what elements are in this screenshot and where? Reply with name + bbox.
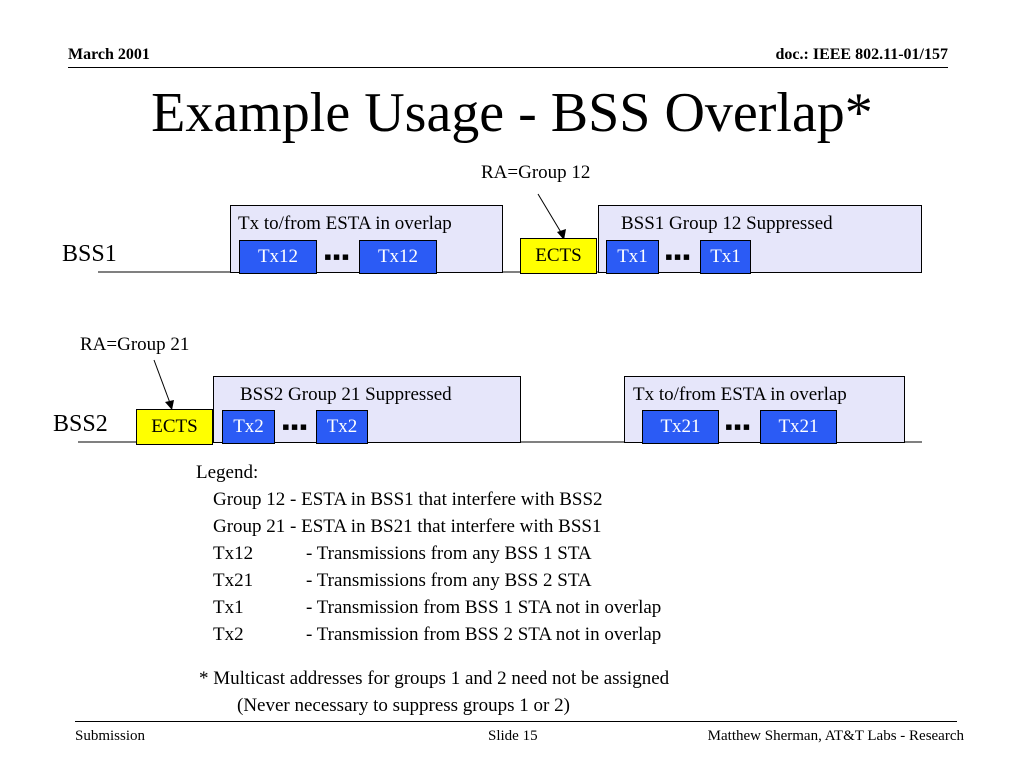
legend-desc-tx21: - Transmissions from any BSS 2 STA (306, 570, 592, 591)
legend-heading: Legend: (196, 462, 259, 483)
bss2-ects-frame: ECTS (136, 409, 213, 445)
bss1-overlap-box: Tx to/from ESTA in overlap Tx12 ▪▪▪ Tx12 (230, 205, 503, 274)
bss1-ects-frame: ECTS (520, 238, 597, 274)
bss1-ra-pointer (537, 193, 563, 235)
footer-rule (75, 721, 957, 722)
bss2-packet-tx21-b: Tx21 (760, 410, 837, 444)
legend-desc-tx2: - Transmission from BSS 2 STA not in ove… (306, 624, 662, 645)
bss1-overlap-ellipsis: ▪▪▪ (324, 244, 351, 269)
bss1-overlap-caption: Tx to/from ESTA in overlap (238, 213, 452, 234)
bss1-suppressed-ellipsis: ▪▪▪ (665, 244, 692, 269)
legend-group12: Group 12 - ESTA in BSS1 that interfere w… (213, 489, 603, 510)
bss2-suppressed-ellipsis: ▪▪▪ (282, 414, 309, 439)
header-date: March 2001 (68, 46, 150, 63)
legend-term-tx12: Tx12 (213, 543, 254, 564)
header-doc-id: doc.: IEEE 802.11-01/157 (775, 46, 948, 63)
bss2-packet-tx21-a: Tx21 (642, 410, 719, 444)
bss2-label: BSS2 (53, 411, 108, 437)
footnote-line2: (Never necessary to suppress groups 1 or… (237, 695, 570, 716)
bss1-ra-arrowhead (557, 229, 566, 240)
footer-submission: Submission (75, 728, 146, 744)
bss1-packet-tx1-a: Tx1 (606, 240, 659, 274)
footer-author: Matthew Sherman, AT&T Labs - Research (707, 728, 964, 744)
legend-term-tx1: Tx1 (213, 597, 244, 618)
header-rule (68, 67, 948, 68)
bss1-suppressed-caption: BSS1 Group 12 Suppressed (621, 213, 833, 234)
bss1-label: BSS1 (62, 241, 117, 267)
bss2-overlap-caption: Tx to/from ESTA in overlap (633, 384, 847, 405)
bss2-suppressed-caption: BSS2 Group 21 Suppressed (240, 384, 452, 405)
legend-term-tx21: Tx21 (213, 570, 254, 591)
bss2-overlap-box: Tx to/from ESTA in overlap Tx21 ▪▪▪ Tx21 (624, 376, 905, 444)
legend-group21: Group 21 - ESTA in BS21 that interfere w… (213, 516, 602, 537)
bss1-suppressed-box: BSS1 Group 12 Suppressed Tx1 ▪▪▪ Tx1 (598, 205, 922, 274)
bss2-suppressed-box: BSS2 Group 21 Suppressed Tx2 ▪▪▪ Tx2 (213, 376, 521, 444)
slide-title: Example Usage - BSS Overlap* (151, 82, 873, 144)
footer-slide-number: Slide 15 (488, 728, 538, 744)
bss1-packet-tx1-b: Tx1 (700, 240, 751, 274)
bss2-ra-pointer (153, 359, 171, 404)
bss2-overlap-ellipsis: ▪▪▪ (725, 414, 752, 439)
bss1-packet-tx12-b: Tx12 (359, 240, 437, 274)
legend-term-tx2: Tx2 (213, 624, 244, 645)
footnote-line1: * Multicast addresses for groups 1 and 2… (199, 668, 670, 689)
bss1-packet-tx12-a: Tx12 (239, 240, 317, 274)
bss2-ra-arrowhead (165, 400, 174, 410)
bss2-ra-label: RA=Group 21 (80, 334, 190, 355)
bss2-packet-tx2-b: Tx2 (316, 410, 368, 444)
bss1-ra-label: RA=Group 12 (481, 162, 591, 183)
bss2-packet-tx2-a: Tx2 (222, 410, 275, 444)
legend-desc-tx1: - Transmission from BSS 1 STA not in ove… (306, 597, 662, 618)
legend-desc-tx12: - Transmissions from any BSS 1 STA (306, 543, 592, 564)
